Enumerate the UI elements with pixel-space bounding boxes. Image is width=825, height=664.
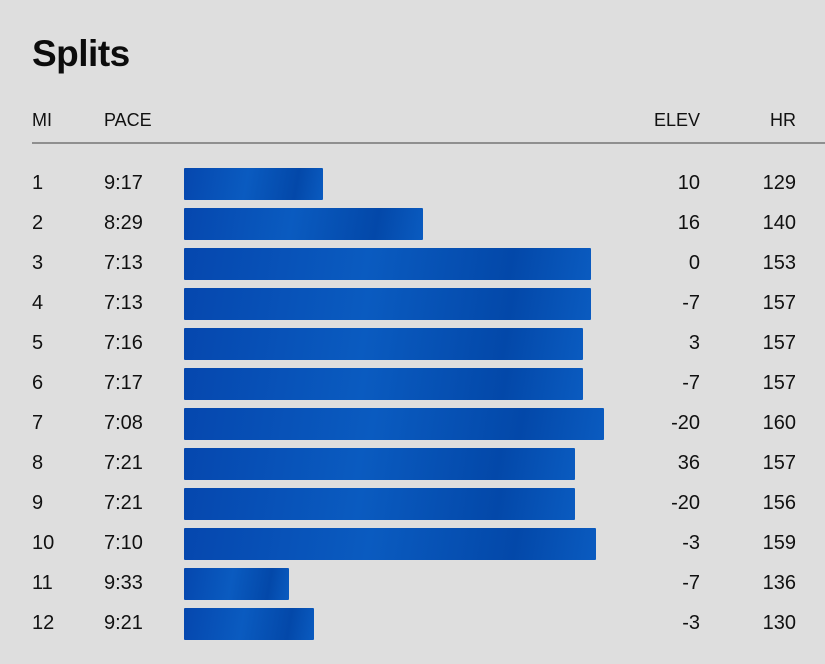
split-heart-rate: 157 [762, 372, 796, 394]
pace-bar [184, 568, 289, 600]
pace-bar [184, 328, 583, 360]
pace-bar [184, 448, 575, 480]
split-mile: 2 [32, 212, 44, 234]
split-mile: 9 [32, 492, 44, 514]
split-mile: 7 [32, 412, 44, 434]
split-mile: 5 [32, 332, 44, 354]
split-heart-rate: 160 [762, 412, 796, 434]
split-mile: 11 [32, 572, 53, 594]
splits-list: 1 9:17 10 129 2 8:29 16 140 3 7:13 0 153 4 7:13 -7 157 5… [0, 163, 825, 643]
split-pace: 7:08 [104, 412, 143, 434]
split-row: 4 7:13 -7 157 [0, 283, 825, 323]
pace-bar-track [184, 448, 604, 480]
split-heart-rate: 129 [762, 172, 796, 194]
split-mile: 3 [32, 252, 44, 274]
pace-bar [184, 208, 424, 240]
pace-bar [184, 368, 583, 400]
pace-bar-track [184, 168, 604, 200]
pace-bar-track [184, 528, 604, 560]
split-elevation: 36 [677, 452, 700, 474]
split-row: 2 8:29 16 140 [0, 203, 825, 243]
split-row: 6 7:17 -7 157 [0, 363, 825, 403]
pace-bar [184, 288, 592, 320]
split-elevation: -7 [682, 292, 700, 314]
split-elevation: 3 [688, 332, 700, 354]
split-elevation: -7 [682, 372, 700, 394]
split-elevation: -3 [682, 612, 700, 634]
split-elevation: -20 [671, 412, 700, 434]
split-mile: 8 [32, 452, 44, 474]
column-header-pace: PACE [104, 110, 152, 130]
split-mile: 6 [32, 372, 44, 394]
pace-bar [184, 488, 575, 520]
split-pace: 7:13 [104, 292, 143, 314]
split-elevation: 16 [677, 212, 700, 234]
split-pace: 7:10 [104, 532, 143, 554]
pace-bar-track [184, 368, 604, 400]
split-pace: 7:21 [104, 452, 143, 474]
split-pace: 9:33 [104, 572, 143, 594]
pace-bar-track [184, 208, 604, 240]
pace-bar [184, 408, 604, 440]
pace-bar [184, 248, 592, 280]
split-row: 10 7:10 -3 159 [0, 523, 825, 563]
pace-bar-track [184, 608, 604, 640]
split-pace: 8:29 [104, 212, 143, 234]
split-elevation: -3 [682, 532, 700, 554]
pace-bar-track [184, 288, 604, 320]
pace-bar-track [184, 488, 604, 520]
pace-bar [184, 168, 323, 200]
column-header-elev: ELEV [653, 110, 700, 130]
split-row: 11 9:33 -7 136 [0, 563, 825, 603]
split-pace: 9:17 [104, 172, 143, 194]
split-row: 3 7:13 0 153 [0, 243, 825, 283]
pace-bar-track [184, 408, 604, 440]
header-divider [32, 142, 825, 144]
split-row: 12 9:21 -3 130 [0, 603, 825, 643]
split-mile: 4 [32, 292, 44, 314]
split-elevation: -20 [671, 492, 700, 514]
split-elevation: -7 [682, 572, 700, 594]
split-mile: 10 [32, 532, 55, 554]
split-heart-rate: 156 [762, 492, 796, 514]
split-heart-rate: 159 [762, 532, 796, 554]
splits-table-header: MI PACE ELEV HR [0, 108, 825, 132]
pace-bar-track [184, 328, 604, 360]
split-elevation: 10 [677, 172, 700, 194]
split-row: 9 7:21 -20 156 [0, 483, 825, 523]
pace-bar-track [184, 248, 604, 280]
split-mile: 12 [32, 612, 55, 634]
split-mile: 1 [32, 172, 44, 194]
column-header-mi: MI [32, 110, 52, 130]
column-header-hr: HR [770, 110, 796, 130]
split-pace: 7:16 [104, 332, 143, 354]
split-pace: 7:21 [104, 492, 143, 514]
split-pace: 9:21 [104, 612, 143, 634]
split-heart-rate: 157 [762, 452, 796, 474]
split-elevation: 0 [688, 252, 700, 274]
split-heart-rate: 153 [762, 252, 796, 274]
split-heart-rate: 157 [762, 292, 796, 314]
split-row: 5 7:16 3 157 [0, 323, 825, 363]
pace-bar-track [184, 568, 604, 600]
split-heart-rate: 140 [762, 212, 796, 234]
split-heart-rate: 157 [762, 332, 796, 354]
split-heart-rate: 136 [762, 572, 796, 594]
split-pace: 7:17 [104, 372, 143, 394]
pace-bar [184, 528, 596, 560]
pace-bar [184, 608, 315, 640]
split-row: 7 7:08 -20 160 [0, 403, 825, 443]
split-heart-rate: 130 [762, 612, 796, 634]
split-pace: 7:13 [104, 252, 143, 274]
split-row: 8 7:21 36 157 [0, 443, 825, 483]
split-row: 1 9:17 10 129 [0, 163, 825, 203]
page-title: Splits [32, 33, 130, 74]
